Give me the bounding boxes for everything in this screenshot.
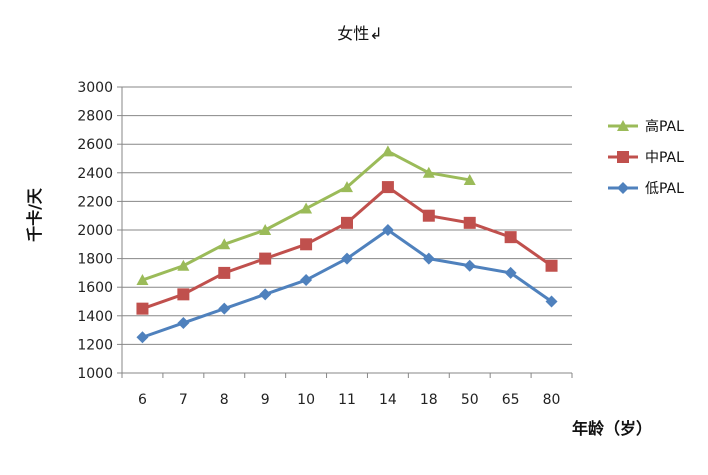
data-point (463, 216, 476, 229)
data-point (177, 259, 190, 271)
data-point (218, 238, 231, 250)
x-tick-label: 6 (138, 392, 147, 408)
data-point (341, 252, 353, 265)
y-tick-label: 1200 (77, 337, 113, 353)
series-lines (136, 145, 558, 344)
y-axis-title: 千卡/天 (25, 187, 44, 242)
series (136, 224, 558, 344)
x-tick-labels: 6 7 8 9 10 11 14 18 50 65 80 (138, 392, 560, 408)
data-point (300, 238, 313, 251)
x-axis-title: 年龄（岁） (572, 419, 652, 438)
legend-label: 低PAL (645, 181, 684, 197)
y-tick-label: 1600 (77, 280, 113, 296)
x-tick-label: 8 (220, 392, 229, 408)
data-point (545, 295, 558, 308)
data-point (422, 252, 435, 265)
y-tick-label: 2600 (77, 137, 113, 153)
data-point (545, 259, 558, 272)
data-point (259, 288, 272, 301)
data-point (422, 209, 435, 222)
series (136, 181, 558, 315)
legend-label: 中PAL (645, 150, 684, 166)
y-tick-labels: 1000 1200 1400 1600 1800 2000 2200 2400 2600 2800… (77, 80, 113, 382)
x-tick-label: 10 (297, 392, 315, 408)
x-tick-label: 9 (261, 392, 270, 408)
y-tick-label: 2200 (77, 194, 113, 210)
x-tick-label: 50 (461, 392, 479, 408)
y-tick-label: 2000 (77, 223, 113, 239)
data-point (504, 231, 517, 244)
data-point (218, 302, 231, 315)
data-point (177, 316, 190, 329)
x-tick-label: 80 (543, 392, 561, 408)
legend-item: 高PAL (608, 118, 684, 135)
y-tick-label: 1400 (77, 309, 113, 325)
data-point (300, 274, 313, 287)
data-point (463, 259, 476, 272)
data-point (463, 173, 476, 185)
data-point (136, 302, 149, 315)
data-point (422, 166, 435, 178)
data-point (177, 288, 190, 301)
data-point (259, 224, 272, 235)
data-point (381, 224, 394, 236)
legend-marker (617, 151, 629, 163)
legend-label: 高PAL (645, 118, 684, 135)
data-point (218, 266, 231, 279)
data-point (381, 145, 394, 157)
data-point (136, 274, 149, 286)
data-point (341, 216, 353, 229)
x-tick-label: 18 (420, 392, 438, 408)
series (136, 145, 476, 286)
x-tick-label: 14 (379, 392, 397, 408)
data-point (341, 181, 353, 193)
chart-title: 女性↲ (337, 24, 382, 43)
data-point (259, 252, 272, 265)
legend: 高PAL 中PAL 低PAL (608, 118, 684, 197)
series-line (141, 185, 553, 311)
data-point (300, 202, 313, 214)
grid (122, 86, 572, 374)
legend-item: 中PAL (608, 150, 684, 166)
x-tick-label: 11 (338, 392, 356, 408)
y-tick-label: 1800 (77, 252, 113, 268)
series-line (141, 149, 470, 282)
legend-marker (617, 120, 629, 131)
y-tick-label: 2400 (77, 166, 113, 182)
axes (117, 86, 573, 378)
data-point (381, 181, 394, 194)
x-tick-label: 7 (179, 392, 188, 408)
y-tick-label: 3000 (77, 80, 113, 96)
data-point (136, 331, 149, 344)
legend-marker (617, 182, 629, 194)
data-point (504, 266, 517, 279)
x-tick-label: 65 (502, 392, 520, 408)
legend-item: 低PAL (608, 181, 684, 197)
y-tick-label: 2800 (77, 109, 113, 125)
y-tick-label: 1000 (77, 366, 113, 382)
